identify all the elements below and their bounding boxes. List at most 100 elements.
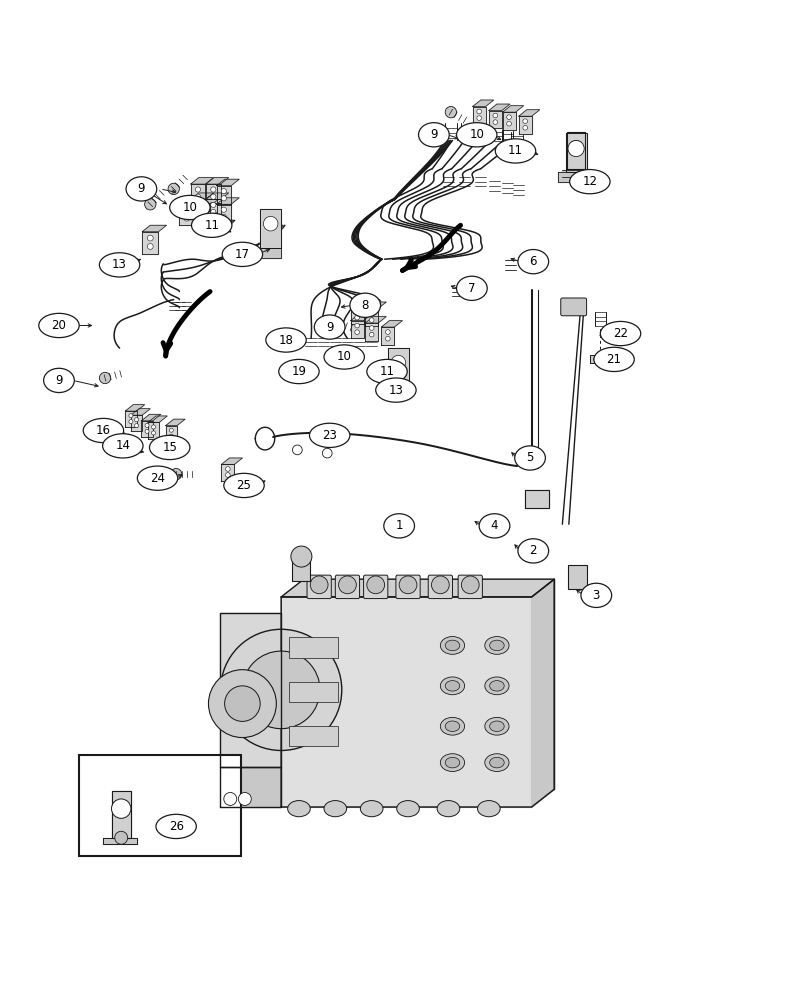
Ellipse shape — [445, 757, 460, 768]
Polygon shape — [525, 490, 549, 508]
Text: 17: 17 — [235, 248, 250, 261]
Text: 15: 15 — [162, 441, 177, 454]
Polygon shape — [148, 422, 159, 439]
Polygon shape — [473, 100, 494, 107]
Ellipse shape — [384, 514, 415, 538]
Polygon shape — [141, 421, 153, 437]
Polygon shape — [191, 193, 213, 199]
Bar — [590, 355, 604, 363]
Text: 9: 9 — [326, 321, 334, 334]
Polygon shape — [131, 415, 142, 431]
Ellipse shape — [437, 801, 460, 817]
Ellipse shape — [440, 677, 465, 695]
FancyBboxPatch shape — [396, 575, 420, 599]
Ellipse shape — [440, 637, 465, 654]
Polygon shape — [351, 300, 372, 306]
Circle shape — [330, 317, 342, 328]
Circle shape — [355, 330, 360, 335]
Circle shape — [200, 209, 205, 214]
Ellipse shape — [478, 801, 500, 817]
Polygon shape — [103, 838, 137, 844]
Circle shape — [145, 199, 156, 210]
Ellipse shape — [440, 754, 465, 771]
Ellipse shape — [600, 321, 641, 346]
Ellipse shape — [309, 423, 350, 447]
Circle shape — [145, 423, 149, 427]
Circle shape — [225, 473, 230, 477]
Ellipse shape — [445, 721, 460, 731]
Circle shape — [147, 244, 154, 249]
Text: 25: 25 — [237, 479, 251, 492]
Polygon shape — [558, 172, 587, 182]
Text: 11: 11 — [508, 144, 523, 157]
Ellipse shape — [518, 250, 549, 274]
Ellipse shape — [570, 170, 610, 194]
Polygon shape — [380, 387, 409, 397]
Circle shape — [461, 576, 479, 594]
Polygon shape — [166, 426, 177, 442]
Circle shape — [369, 311, 374, 316]
Circle shape — [221, 214, 226, 219]
Polygon shape — [217, 179, 239, 186]
Polygon shape — [567, 132, 585, 169]
Ellipse shape — [376, 378, 416, 402]
Text: 19: 19 — [292, 365, 306, 378]
Polygon shape — [217, 198, 239, 204]
Polygon shape — [365, 317, 386, 323]
Circle shape — [225, 467, 230, 471]
Ellipse shape — [266, 328, 306, 352]
Circle shape — [151, 425, 156, 429]
Circle shape — [200, 216, 205, 221]
Polygon shape — [125, 405, 145, 411]
Polygon shape — [381, 327, 394, 345]
FancyBboxPatch shape — [307, 575, 331, 599]
Polygon shape — [142, 232, 158, 254]
Circle shape — [369, 326, 374, 330]
Ellipse shape — [103, 434, 143, 458]
Circle shape — [431, 576, 449, 594]
Polygon shape — [562, 170, 590, 177]
Circle shape — [128, 420, 133, 424]
Ellipse shape — [350, 293, 381, 317]
Ellipse shape — [490, 757, 504, 768]
Circle shape — [211, 209, 216, 215]
Text: 13: 13 — [112, 258, 127, 271]
Circle shape — [224, 792, 237, 805]
Ellipse shape — [419, 123, 449, 147]
Ellipse shape — [440, 717, 465, 735]
Circle shape — [477, 109, 482, 114]
Text: 20: 20 — [52, 319, 66, 332]
Text: 9: 9 — [55, 374, 63, 387]
Ellipse shape — [495, 139, 536, 163]
Polygon shape — [489, 111, 502, 128]
Ellipse shape — [39, 313, 79, 338]
Circle shape — [196, 202, 200, 207]
Ellipse shape — [224, 473, 264, 498]
Ellipse shape — [485, 637, 509, 654]
Circle shape — [168, 183, 179, 195]
Text: 11: 11 — [380, 365, 394, 378]
Text: 13: 13 — [389, 384, 403, 397]
Circle shape — [134, 418, 139, 422]
Circle shape — [399, 576, 417, 594]
Polygon shape — [365, 309, 378, 326]
Circle shape — [196, 187, 200, 192]
Polygon shape — [388, 348, 409, 387]
Text: 9: 9 — [137, 182, 145, 195]
Circle shape — [115, 831, 128, 844]
Polygon shape — [519, 116, 532, 134]
Text: 2: 2 — [529, 544, 537, 557]
Ellipse shape — [360, 801, 383, 817]
Polygon shape — [217, 186, 231, 205]
Ellipse shape — [490, 640, 504, 651]
Bar — [79, 755, 241, 856]
Circle shape — [355, 315, 360, 320]
Text: 10: 10 — [183, 201, 197, 214]
Ellipse shape — [445, 640, 460, 651]
Ellipse shape — [485, 677, 509, 695]
Text: 7: 7 — [468, 282, 476, 295]
Bar — [289, 637, 338, 658]
Circle shape — [507, 115, 511, 119]
Text: 4: 4 — [490, 519, 499, 532]
Text: 5: 5 — [526, 451, 534, 464]
